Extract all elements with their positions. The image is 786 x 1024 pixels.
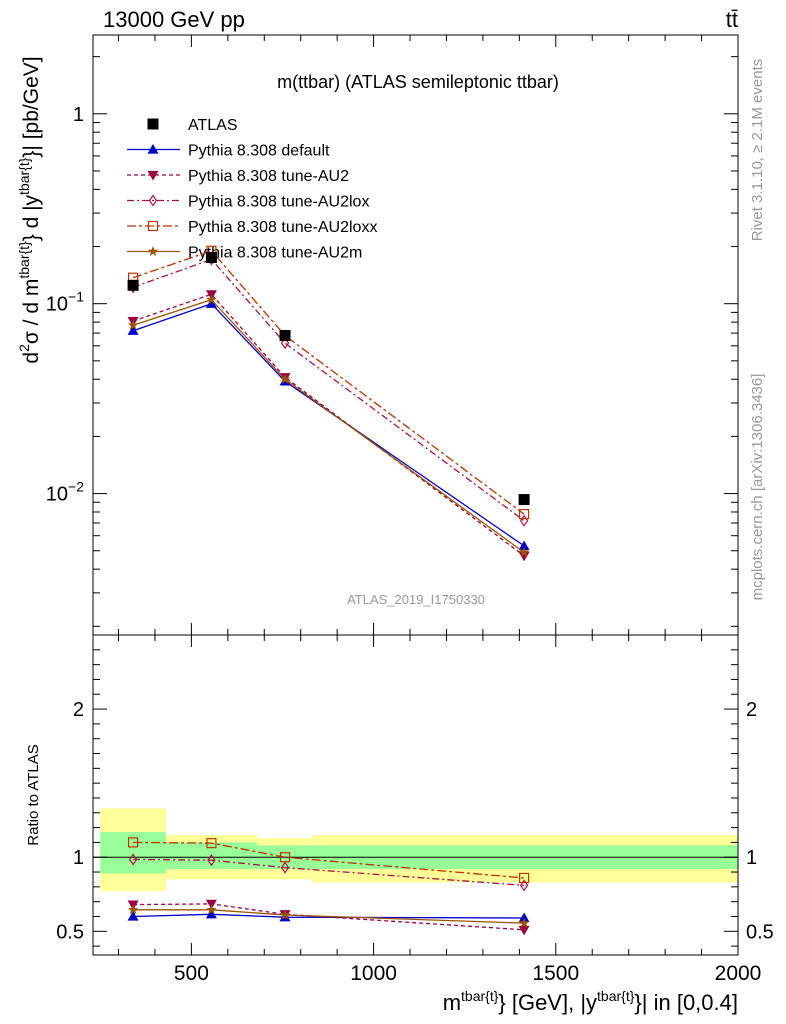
- data-point: [205, 252, 217, 264]
- data-point: [279, 329, 291, 341]
- ratio-y-tick-label: 2: [73, 699, 84, 721]
- series-point-0: [127, 325, 139, 335]
- legend-label: Pythia 8.308 tune-AU2loxx: [188, 219, 377, 236]
- series-point-2: [280, 337, 290, 350]
- series-point-0: [518, 540, 530, 551]
- ratio-line-3: [133, 841, 525, 879]
- legend-label: Pythia 8.308 tune-AU2lox: [188, 194, 369, 211]
- ratio-point-3: [518, 872, 530, 884]
- y-tick-label: 1: [73, 104, 84, 126]
- legend-marker: [147, 144, 159, 154]
- data-point: [518, 494, 530, 506]
- legend-marker: [147, 246, 159, 256]
- legend-label: ATLAS: [188, 117, 238, 134]
- legend-marker: [148, 194, 158, 207]
- x-tick-label: 1000: [350, 962, 397, 985]
- x-tick-label: 500: [174, 962, 209, 985]
- ratio-point-2: [128, 853, 138, 866]
- ratio-y-tick-label: 1: [73, 847, 84, 869]
- ratio-point-4: [518, 917, 530, 928]
- ratio-line-0: [133, 913, 525, 919]
- ratio-panel: Ratio to ATLAS mtbar{t}} [GeV], |ytbar{t…: [25, 634, 774, 1015]
- series-point-3: [518, 508, 530, 520]
- ratio-y-tick-label-right: 1: [746, 847, 757, 869]
- series-point-4: [206, 294, 217, 305]
- series-line-0: [132, 302, 525, 547]
- data-point: [127, 279, 139, 291]
- mcplots-label: mcplots.cern.ch [arXiv:1306.3436]: [749, 374, 766, 601]
- legend-label: Pythia 8.308 default: [188, 143, 330, 160]
- header-right: tt̄: [726, 7, 738, 32]
- ratio-y-tick-label-right: 0.5: [746, 921, 774, 943]
- series-point-1: [518, 551, 530, 562]
- ratio-point-0: [518, 912, 530, 923]
- legend: ATLAS Pythia 8.308 default Pythia 8.308 tu…: [127, 117, 377, 262]
- x-tick-label: 1500: [532, 962, 579, 985]
- legend-label: Pythia 8.308 tune-AU2: [188, 168, 349, 185]
- series-line-1: [132, 293, 525, 557]
- legend-label: Pythia 8.308 tune-AU2m: [188, 245, 362, 262]
- legend-marker: [147, 118, 159, 130]
- ratio-point-2: [280, 861, 290, 874]
- ratio-y-axis-label: Ratio to ATLAS: [25, 744, 42, 845]
- ratio-y-tick-label: 0.5: [56, 921, 84, 943]
- series-point-4: [127, 319, 139, 330]
- main-y-axis-label: d2σ / d mtbar{t}} d |ytbar{t}}| [pb/GeV]: [16, 56, 43, 363]
- main-panel: m(ttbar) (ATLAS semileptonic ttbar) ATLA…: [16, 34, 739, 636]
- series-point-2: [519, 514, 529, 527]
- series-point-4: [518, 546, 530, 557]
- uncertainty-band-inner-0: [100, 832, 166, 874]
- ratio-point-4: [127, 904, 139, 915]
- series-point-0: [205, 298, 217, 308]
- ratio-point-0: [127, 910, 139, 921]
- analysis-watermark: ATLAS_2019_I1750330: [347, 592, 485, 607]
- series-line-4: [132, 298, 525, 553]
- ratio-point-3: [206, 838, 217, 849]
- legend-marker: [147, 220, 159, 232]
- x-axis-label: mtbar{t}} [GeV], |ytbar{t}}| in [0,0.4]: [443, 988, 738, 1015]
- ratio-point-4: [206, 904, 217, 915]
- series-line-2: [132, 258, 525, 522]
- ratio-point-4: [279, 909, 291, 920]
- rivet-version-label: Rivet 3.1.10, ≥ 2.1M events: [749, 59, 766, 242]
- x-tick-label: 2000: [715, 962, 762, 985]
- ratio-point-2: [207, 854, 216, 867]
- ratio-point-1: [518, 925, 530, 936]
- ratio-point-2: [519, 879, 529, 892]
- ratio-line-1: [133, 903, 525, 931]
- ratio-y-tick-label-right: 2: [746, 699, 757, 721]
- ratio-point-0: [205, 908, 217, 919]
- header-left: 13000 GeV pp: [103, 7, 245, 32]
- series-line-3: [132, 250, 525, 515]
- ratio-line-4: [133, 909, 525, 924]
- ratio-frame: [92, 634, 739, 956]
- y-tick-label: 10−1: [46, 289, 84, 316]
- ratio-point-3: [279, 852, 291, 863]
- series-point-4: [279, 373, 291, 384]
- y-tick-label: 10−2: [46, 479, 84, 506]
- ratio-point-3: [127, 837, 139, 848]
- legend-marker: [147, 170, 159, 181]
- ratio-line-2: [133, 858, 525, 887]
- main-title: m(ttbar) (ATLAS semileptonic ttbar): [277, 72, 559, 92]
